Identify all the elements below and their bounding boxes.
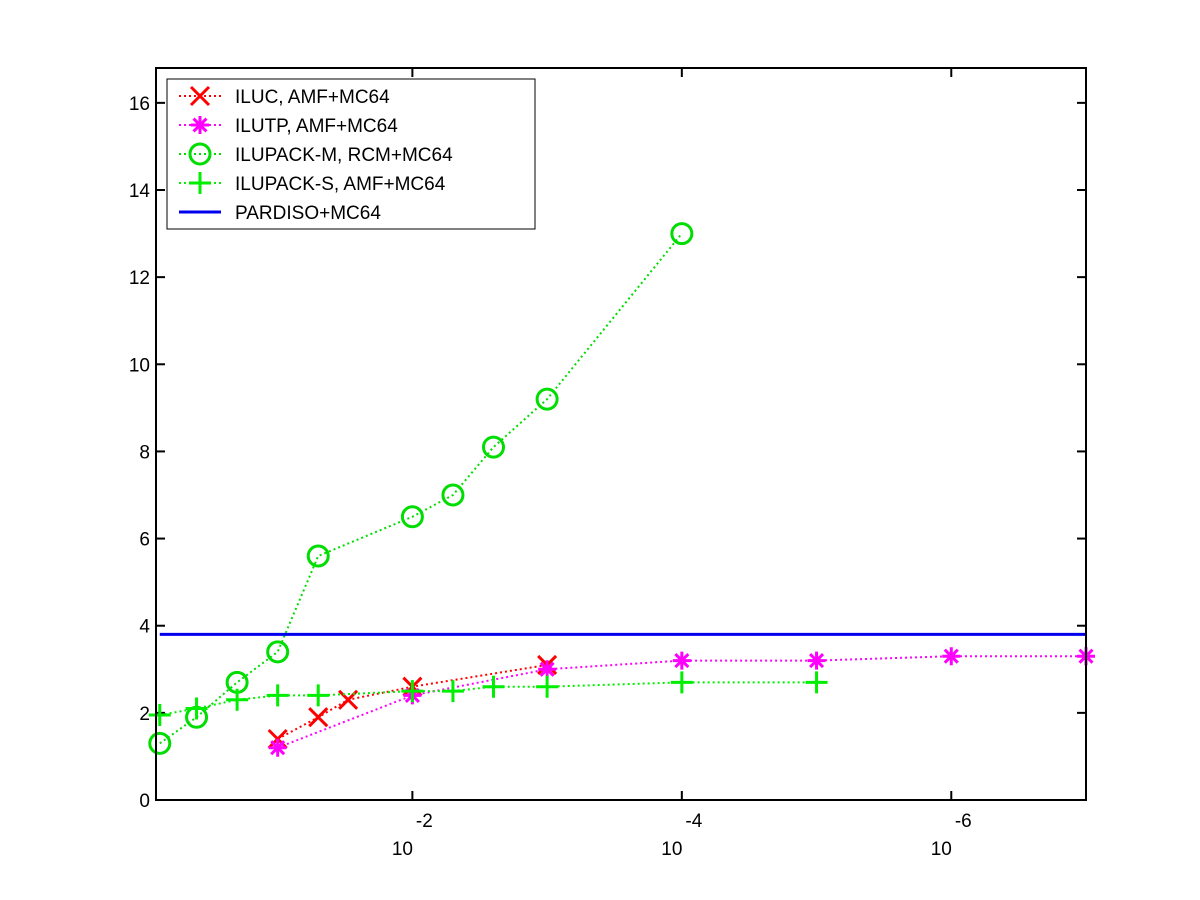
y-tick-label: 16 xyxy=(129,94,150,115)
y-tick-label: 6 xyxy=(139,530,150,551)
legend-marker xyxy=(189,85,211,107)
legend-label: PARDISO+MC64 xyxy=(235,203,381,224)
x-tick-exponent: -6 xyxy=(955,811,972,832)
x-tick-base: 10 xyxy=(661,839,682,860)
data-point xyxy=(185,697,208,720)
y-tick-label: 8 xyxy=(139,442,150,463)
data-point xyxy=(266,684,289,707)
data-point xyxy=(308,707,329,728)
data-point xyxy=(536,675,559,698)
series-line xyxy=(159,681,817,717)
x-tick-base: 10 xyxy=(931,839,952,860)
y-tick-label: 2 xyxy=(139,704,150,725)
data-point xyxy=(538,660,557,679)
data-point xyxy=(535,387,559,411)
y-tick-label: 10 xyxy=(129,355,150,376)
legend-label: ILUC, AMF+MC64 xyxy=(235,87,390,108)
y-tick-label: 0 xyxy=(139,791,150,812)
y-tick-label: 4 xyxy=(139,617,150,638)
legend-entry: PARDISO+MC64 xyxy=(179,203,381,224)
legend-marker xyxy=(191,116,209,134)
data-point xyxy=(441,483,465,507)
x-tick-base: 10 xyxy=(392,839,413,860)
legend-entry: ILUPACK-S, AMF+MC64 xyxy=(179,172,446,195)
data-point xyxy=(670,222,694,246)
series-3 xyxy=(148,222,694,755)
y-tick-label: 14 xyxy=(129,181,151,202)
data-point xyxy=(441,680,464,703)
legend: ILUC, AMF+MC64 ILUTP, AMF+MC64 ILUPACK-M, … xyxy=(166,78,536,230)
series-line xyxy=(159,232,683,745)
legend-marker xyxy=(188,142,212,166)
data-point xyxy=(942,647,961,666)
legend-box xyxy=(166,78,536,230)
series-layer xyxy=(148,222,1095,757)
data-point xyxy=(400,505,424,529)
data-point xyxy=(148,731,172,755)
data-point xyxy=(672,651,691,670)
legend-entry: ILUTP, AMF+MC64 xyxy=(179,116,398,137)
data-point xyxy=(306,544,330,568)
data-point xyxy=(307,684,330,707)
y-tick-label: 12 xyxy=(129,268,150,289)
legend-entry: ILUC, AMF+MC64 xyxy=(179,85,390,108)
data-point xyxy=(481,435,505,459)
data-point xyxy=(401,680,424,703)
series-4 xyxy=(148,671,828,727)
legend-entry: ILUPACK-M, RCM+MC64 xyxy=(179,142,453,166)
data-point xyxy=(148,704,171,727)
data-point xyxy=(268,738,287,757)
legend-label: ILUTP, AMF+MC64 xyxy=(235,116,398,137)
data-point xyxy=(805,671,828,694)
data-point xyxy=(226,688,249,711)
x-tick-exponent: -4 xyxy=(685,811,702,832)
data-point xyxy=(482,675,505,698)
data-point xyxy=(266,640,290,664)
data-point xyxy=(670,671,693,694)
data-point xyxy=(807,651,826,670)
x-tick-exponent: -2 xyxy=(416,811,433,832)
plot-frame xyxy=(155,67,1087,801)
legend-marker xyxy=(189,172,211,194)
legend-label: ILUPACK-S, AMF+MC64 xyxy=(235,174,446,195)
legend-label: ILUPACK-M, RCM+MC64 xyxy=(235,145,453,166)
